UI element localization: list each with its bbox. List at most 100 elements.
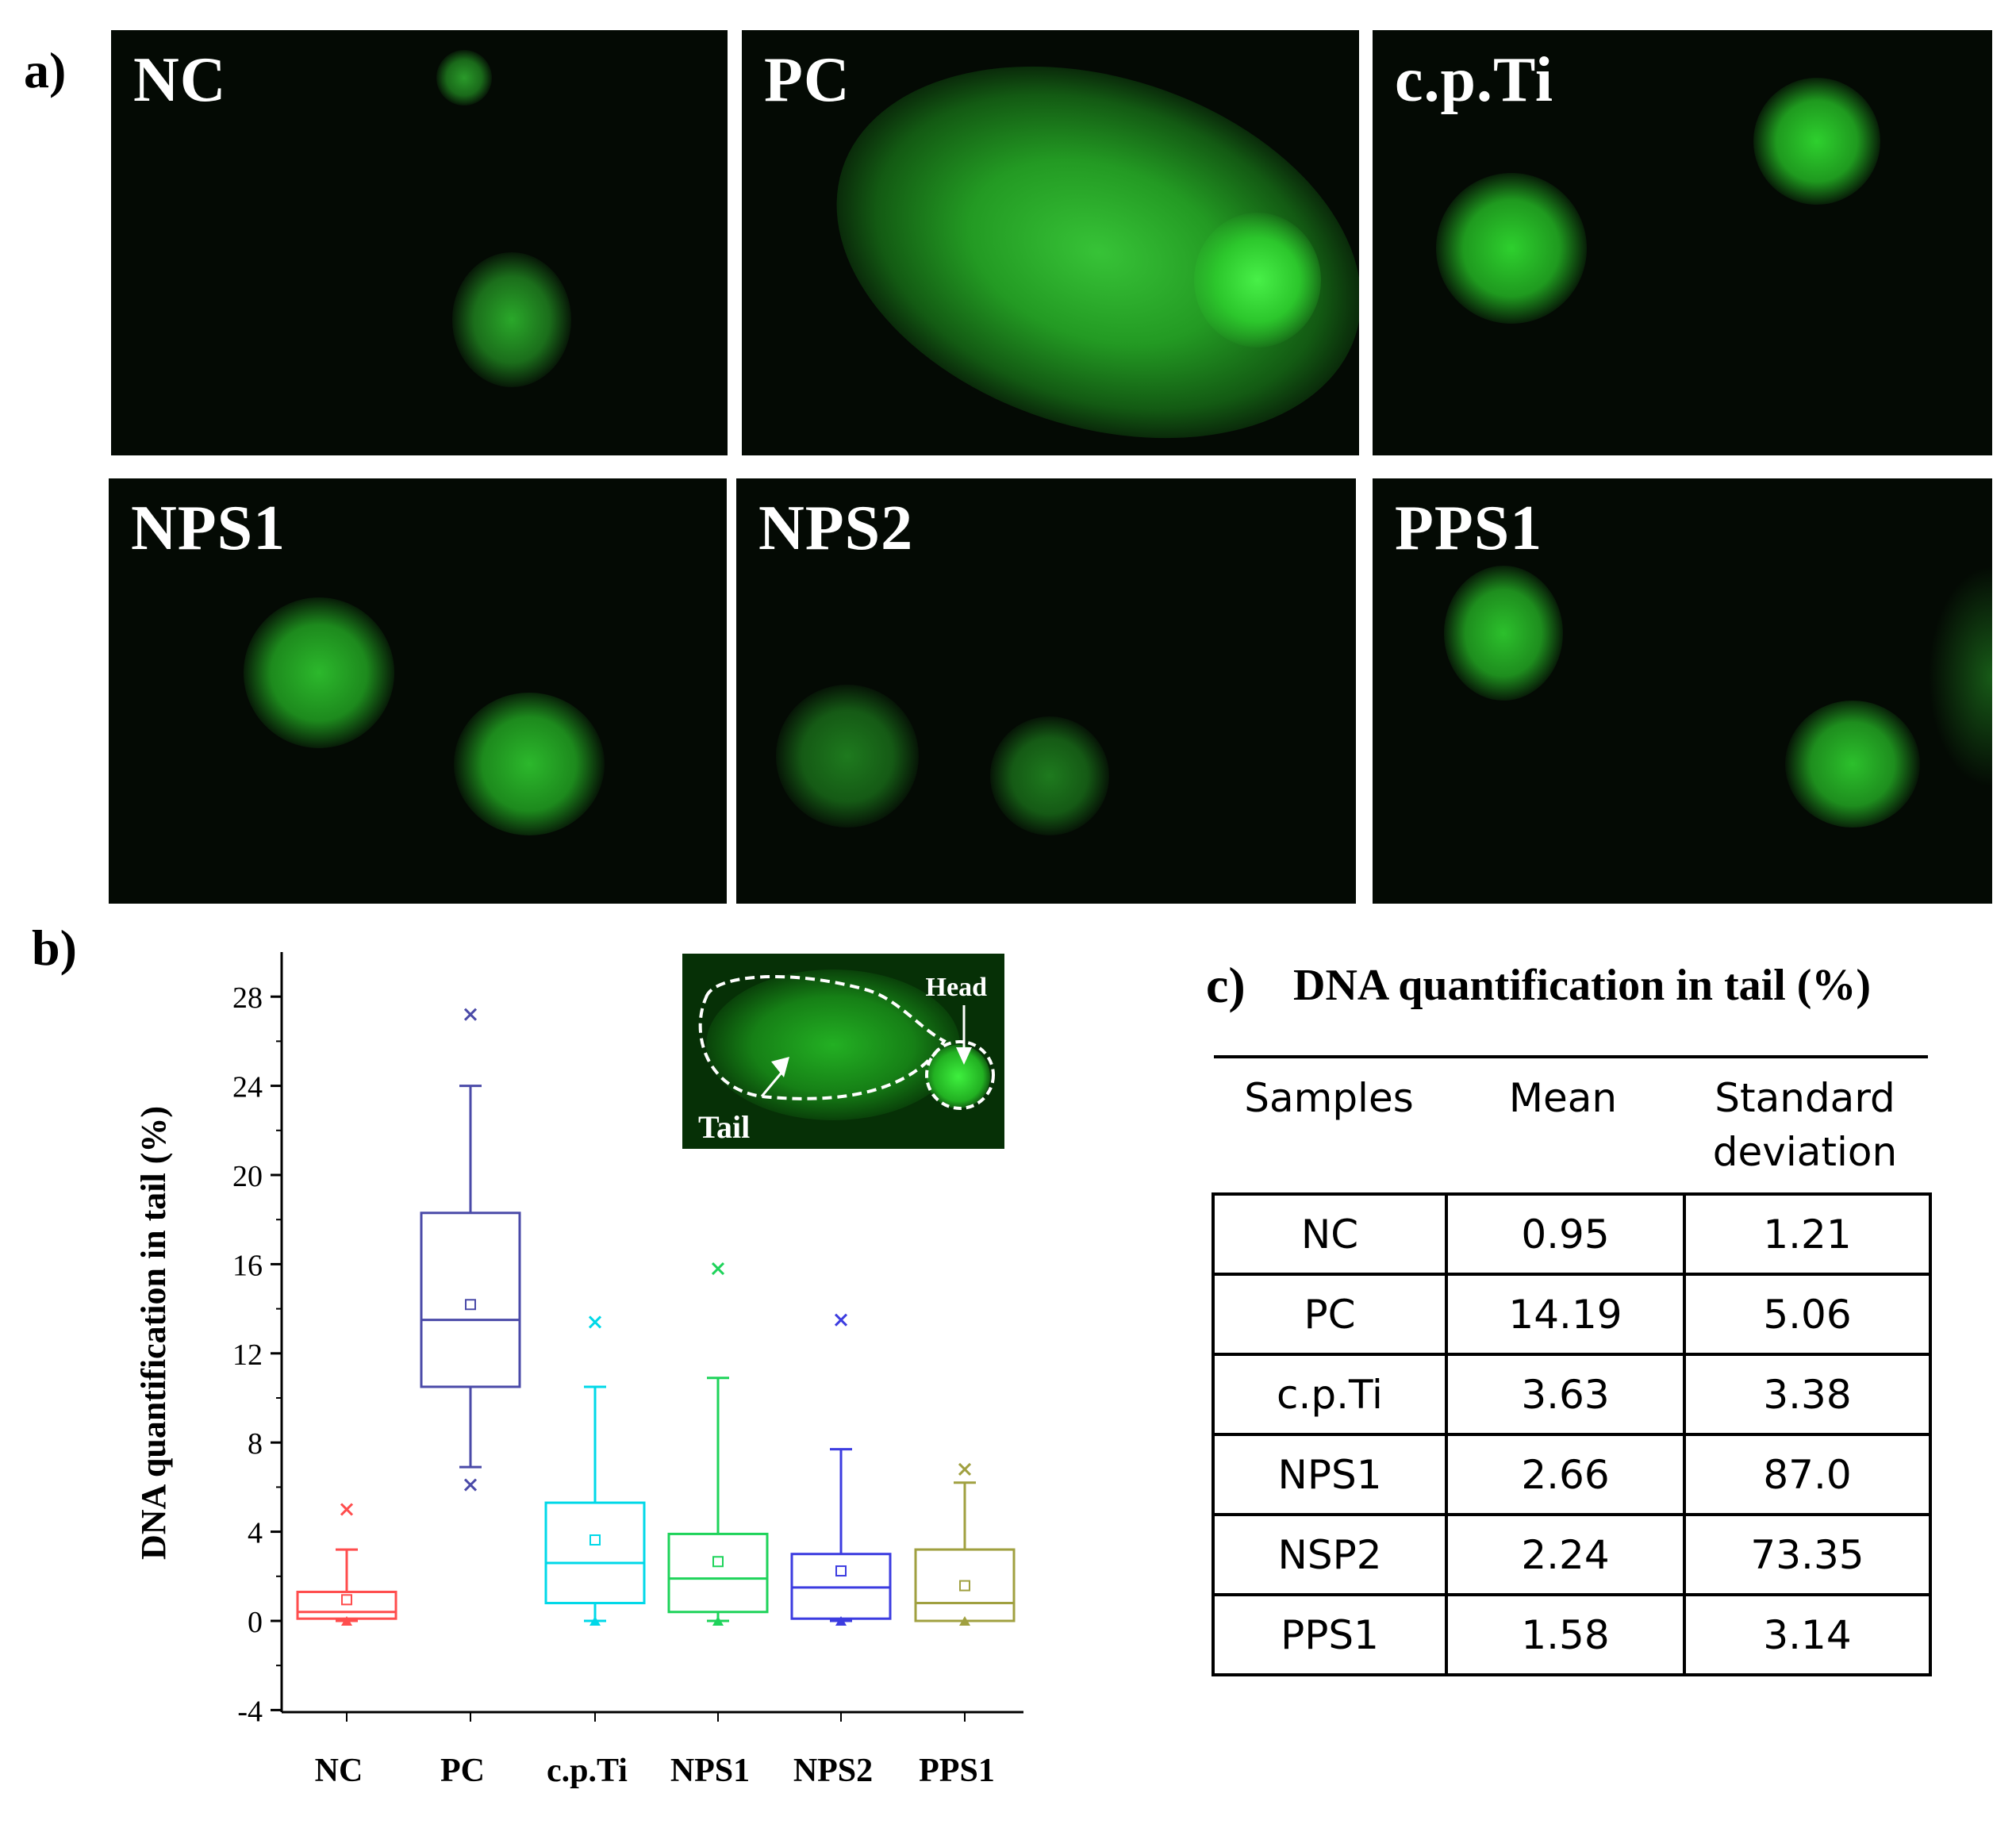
- table-cell-mean: 2.24: [1445, 1513, 1686, 1596]
- mean-marker: [835, 1565, 847, 1577]
- min-marker: [712, 1616, 724, 1626]
- table-cell-mean: 3.63: [1445, 1353, 1686, 1436]
- table-title: DNA quantification in tail (%): [1293, 961, 1872, 1010]
- box-NPS1: [667, 1532, 769, 1614]
- comet-tail: [706, 970, 960, 1120]
- inset-outline: [698, 974, 995, 1110]
- table-header-samples: Samples: [1244, 1075, 1414, 1121]
- micrograph-cpti: c.p.Ti: [1373, 30, 1992, 455]
- table-cell-sd: 73.35: [1683, 1513, 1932, 1596]
- x-tick-label: PPS1: [919, 1753, 995, 1789]
- x-tick-label: NC: [315, 1753, 363, 1789]
- max-marker: [340, 1503, 354, 1516]
- panel-b-label: b): [32, 920, 77, 976]
- box-PC: [420, 1212, 521, 1388]
- micrograph-nps1: NPS1: [109, 478, 727, 904]
- inset-tail-label: Tail: [698, 1109, 751, 1145]
- mean-marker: [465, 1299, 476, 1311]
- micrograph-label: NC: [133, 45, 227, 115]
- y-tick-label: 8: [248, 1427, 263, 1461]
- max-marker: [711, 1261, 725, 1276]
- micrograph-nps2: NPS2: [736, 478, 1356, 904]
- table-header-mean: Mean: [1508, 1075, 1618, 1121]
- mean-marker: [959, 1580, 970, 1592]
- min-marker: [463, 1478, 478, 1492]
- micrograph-pc: PC: [742, 30, 1359, 455]
- dna-table: NC 0.95 1.21 PC 14.19 5.06 c.p.Ti 3.63 3.38 NPS1 2…: [1212, 1192, 1932, 1676]
- y-tick-label: 20: [232, 1160, 263, 1193]
- max-marker: [463, 1008, 478, 1021]
- cell-blob: [776, 685, 919, 828]
- min-marker: [959, 1616, 970, 1626]
- panel-a-label: a): [24, 42, 67, 98]
- micrograph-label: NPS2: [758, 493, 914, 563]
- cell-blob: [1785, 701, 1920, 828]
- comet-head: [1194, 213, 1321, 348]
- table-header-sd: Standard deviation: [1712, 1075, 1898, 1175]
- x-tick-label: NPS2: [793, 1753, 873, 1789]
- y-axis-label: DNA quantification in tail (%): [134, 1106, 173, 1560]
- table-top-rule: [1214, 1055, 1928, 1058]
- micrograph-label: PC: [764, 45, 851, 115]
- min-marker: [341, 1616, 352, 1626]
- table-cell-mean: 2.66: [1445, 1433, 1686, 1516]
- box-PPS1: [914, 1548, 1016, 1622]
- table-cell-sd: 3.14: [1683, 1593, 1932, 1676]
- table-row: c.p.Ti 3.63 3.38: [1212, 1353, 1932, 1436]
- table-cell-sd: 87.0: [1683, 1433, 1932, 1516]
- table-row: PPS1 1.58 3.14: [1212, 1593, 1932, 1676]
- cell-blob: [1436, 173, 1587, 324]
- y-tick-label: 12: [232, 1338, 263, 1372]
- max-marker: [588, 1315, 602, 1329]
- min-marker: [835, 1616, 847, 1626]
- cell-blob: [452, 252, 571, 387]
- y-tick-label: 28: [232, 981, 263, 1015]
- table-row: NC 0.95 1.21: [1212, 1192, 1932, 1276]
- cell-blob: [1753, 78, 1880, 205]
- mean-marker: [589, 1534, 601, 1546]
- micrograph-pps1: PPS1: [1373, 478, 1992, 904]
- min-marker: [589, 1616, 601, 1626]
- x-tick-label: c.p.Ti: [547, 1753, 628, 1789]
- table-row: NSP2 2.24 73.35: [1212, 1513, 1932, 1596]
- mean-marker: [712, 1556, 724, 1568]
- max-marker: [834, 1313, 848, 1327]
- table-row: NPS1 2.66 87.0: [1212, 1433, 1932, 1516]
- micrograph-nc: NC: [111, 30, 728, 455]
- box-c.p.Ti: [544, 1501, 646, 1605]
- table-cell-sample: PC: [1212, 1273, 1448, 1356]
- micrograph-label: PPS1: [1395, 493, 1543, 563]
- cell-blob: [244, 597, 394, 748]
- max-marker: [958, 1462, 972, 1476]
- y-tick-label: 24: [232, 1071, 263, 1104]
- micrograph-label: NPS1: [131, 493, 286, 563]
- cell-blob: [990, 716, 1109, 835]
- table-cell-sd: 5.06: [1683, 1273, 1932, 1356]
- y-tick-label: 0: [248, 1606, 263, 1639]
- x-tick-label: NPS1: [670, 1753, 750, 1789]
- table-cell-mean: 14.19: [1445, 1273, 1686, 1356]
- table-cell-sample: NC: [1212, 1192, 1448, 1276]
- y-tick-label: -4: [237, 1695, 263, 1728]
- micrograph-label: c.p.Ti: [1395, 45, 1554, 115]
- cell-blob: [1444, 566, 1563, 701]
- x-tick-label: PC: [440, 1753, 485, 1789]
- inset-head-label: Head: [925, 973, 987, 1002]
- table-cell-sd: 3.38: [1683, 1353, 1932, 1436]
- table-cell-sample: c.p.Ti: [1212, 1353, 1448, 1436]
- table-cell-sample: PPS1: [1212, 1593, 1448, 1676]
- table-cell-mean: 0.95: [1445, 1192, 1686, 1276]
- box-NC: [296, 1590, 397, 1620]
- table-cell-sd: 1.21: [1683, 1192, 1932, 1276]
- table-cell-sample: NPS1: [1212, 1433, 1448, 1516]
- mean-marker: [341, 1594, 352, 1606]
- table-cell-mean: 1.58: [1445, 1593, 1686, 1676]
- table-row: PC 14.19 5.06: [1212, 1273, 1932, 1356]
- inset-comet: Head Tail: [682, 954, 1004, 1149]
- cell-blob: [436, 50, 492, 106]
- y-tick-label: 4: [248, 1517, 263, 1550]
- table-cell-sample: NSP2: [1212, 1513, 1448, 1596]
- cell-blob: [454, 693, 605, 835]
- panel-c-label: c): [1206, 957, 1246, 1013]
